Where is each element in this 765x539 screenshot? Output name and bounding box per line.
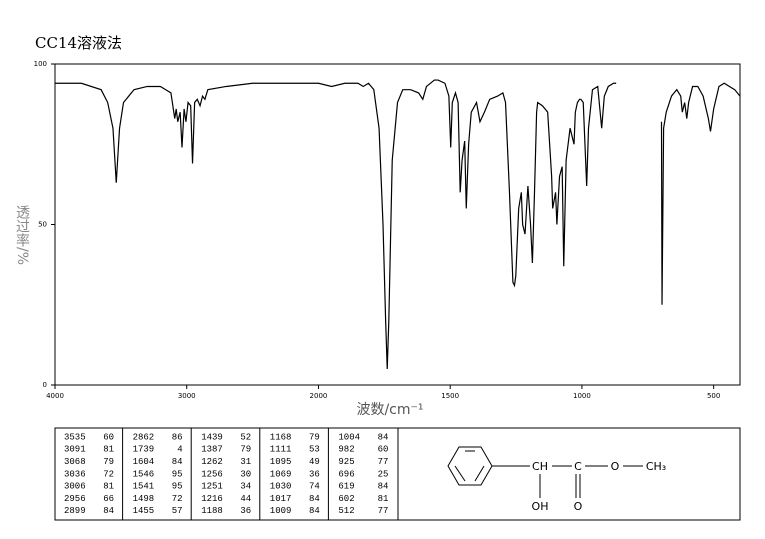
benzene-ring <box>447 446 493 486</box>
peak-wavenumber: 1095 <box>270 457 292 467</box>
peak-transmittance: 95 <box>172 469 183 479</box>
peak-wavenumber: 1439 <box>201 432 223 442</box>
peak-wavenumber: 2956 <box>64 494 86 504</box>
peak-wavenumber: 1004 <box>338 432 360 442</box>
peak-transmittance: 84 <box>378 482 389 492</box>
peak-wavenumber: 602 <box>338 494 354 504</box>
peak-transmittance: 77 <box>378 457 389 467</box>
peak-transmittance: 79 <box>103 457 114 467</box>
peak-transmittance: 25 <box>378 469 389 479</box>
peak-wavenumber: 3091 <box>64 445 86 455</box>
atom-label: O <box>611 460 620 473</box>
peak-transmittance: 84 <box>309 506 320 516</box>
plot-frame <box>54 63 741 386</box>
peak-transmittance: 49 <box>309 457 320 467</box>
x-tick-label: 2000 <box>310 392 328 400</box>
peak-wavenumber: 1541 <box>133 482 155 492</box>
peak-wavenumber: 1251 <box>201 482 223 492</box>
peak-wavenumber: 1498 <box>133 494 155 504</box>
y-axis-label: 透过率/% <box>14 205 30 266</box>
peak-transmittance: 79 <box>309 432 320 442</box>
peak-transmittance: 86 <box>172 432 183 442</box>
x-tick-label: 3000 <box>178 392 196 400</box>
peak-wavenumber: 1739 <box>133 445 155 455</box>
peak-wavenumber: 3068 <box>64 457 86 467</box>
x-axis-label: 波数/cm⁻¹ <box>356 402 423 418</box>
peak-wavenumber: 1604 <box>133 457 155 467</box>
peak-wavenumber: 925 <box>338 457 354 467</box>
peak-wavenumber: 2862 <box>133 432 155 442</box>
atom-label: CH₃ <box>646 460 666 473</box>
peak-transmittance: 66 <box>103 494 114 504</box>
peak-transmittance: 31 <box>240 457 251 467</box>
peak-transmittance: 81 <box>103 482 114 492</box>
peak-wavenumber: 1216 <box>201 494 223 504</box>
structure <box>447 446 643 498</box>
peak-transmittance: 95 <box>172 482 183 492</box>
atom-label: OH <box>532 500 549 513</box>
peak-transmittance: 84 <box>309 494 320 504</box>
peak-transmittance: 57 <box>172 506 183 516</box>
chart-title: CC14溶液法 <box>35 34 122 52</box>
peak-wavenumber: 3535 <box>64 432 86 442</box>
peak-wavenumber: 3006 <box>64 482 86 492</box>
peak-wavenumber: 1188 <box>201 506 223 516</box>
spectrum-line <box>55 79 741 369</box>
atom-label: CH <box>532 460 548 473</box>
peak-transmittance: 84 <box>172 457 183 467</box>
peak-transmittance: 84 <box>103 506 114 516</box>
peak-transmittance: 84 <box>378 432 389 442</box>
peak-transmittance: 77 <box>378 506 389 516</box>
peak-transmittance: 72 <box>172 494 183 504</box>
ring-bond <box>474 465 485 482</box>
ring-bond <box>454 465 466 482</box>
peak-transmittance: 72 <box>103 469 114 479</box>
peak-wavenumber: 1168 <box>270 432 292 442</box>
peak-transmittance: 79 <box>240 445 251 455</box>
atom-label: C <box>574 460 582 473</box>
peak-wavenumber: 2899 <box>64 506 86 516</box>
peak-wavenumber: 1030 <box>270 482 292 492</box>
peak-wavenumber: 1017 <box>270 494 292 504</box>
peak-transmittance: 81 <box>103 445 114 455</box>
x-tick-label: 4000 <box>46 392 64 400</box>
peak-wavenumber: 1262 <box>201 457 223 467</box>
peak-wavenumber: 1111 <box>270 445 292 455</box>
x-tick-label: 1500 <box>441 392 459 400</box>
peak-wavenumber: 512 <box>338 506 354 516</box>
peak-transmittance: 81 <box>378 494 389 504</box>
peak-transmittance: 4 <box>177 445 182 455</box>
peak-wavenumber: 3036 <box>64 469 86 479</box>
peak-wavenumber: 1009 <box>270 506 292 516</box>
peak-wavenumber: 1387 <box>201 445 223 455</box>
y-tick-label: 50 <box>38 221 47 229</box>
peak-transmittance: 53 <box>309 445 320 455</box>
peak-transmittance: 60 <box>378 445 389 455</box>
peak-transmittance: 34 <box>240 482 251 492</box>
y-tick-label: 0 <box>43 381 47 389</box>
peak-wavenumber: 696 <box>338 469 354 479</box>
peak-wavenumber: 1455 <box>133 506 155 516</box>
peak-transmittance: 52 <box>240 432 251 442</box>
peak-transmittance: 74 <box>309 482 320 492</box>
peak-transmittance: 60 <box>103 432 114 442</box>
atom-label: O <box>574 500 583 513</box>
peak-wavenumber: 982 <box>338 445 354 455</box>
peak-wavenumber: 1256 <box>201 469 223 479</box>
peak-transmittance: 30 <box>240 469 251 479</box>
peak-transmittance: 36 <box>240 506 251 516</box>
peak-wavenumber: 619 <box>338 482 354 492</box>
peak-wavenumber: 1546 <box>133 469 155 479</box>
x-tick-label: 1000 <box>573 392 591 400</box>
peak-transmittance: 36 <box>309 469 320 479</box>
peak-transmittance: 44 <box>240 494 251 504</box>
peak-wavenumber: 1069 <box>270 469 292 479</box>
x-tick-label: 500 <box>707 392 720 400</box>
y-tick-label: 100 <box>34 60 47 68</box>
